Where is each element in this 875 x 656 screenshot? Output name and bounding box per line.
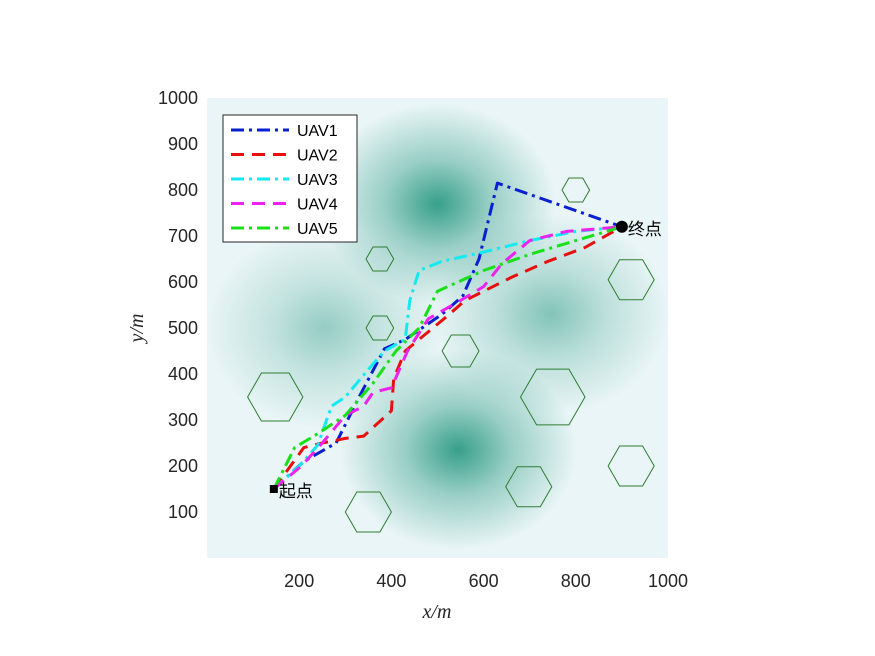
y-tick-label: 700: [168, 226, 198, 246]
legend-box: [222, 114, 358, 243]
x-axis-label: x/m: [422, 601, 452, 623]
goal-marker: [615, 220, 628, 233]
x-tick-label: 200: [284, 571, 314, 591]
y-tick-label: 400: [168, 364, 198, 384]
y-tick-label: 800: [168, 180, 198, 200]
y-tick-label: 900: [168, 134, 198, 154]
obstacle-layer: [247, 177, 655, 533]
obstacle-hexagon: [441, 334, 480, 368]
legend-label-uav4: UAV4: [297, 197, 338, 214]
legend-label-uav1: UAV1: [297, 123, 338, 140]
obstacle-hexagon: [505, 466, 553, 508]
marker-layer: 起点 终点: [269, 220, 662, 502]
start-marker: [269, 485, 278, 493]
path-uav5: [272, 225, 623, 490]
goal-label: 终点: [628, 220, 662, 240]
y-tick-label: 1000: [158, 88, 198, 108]
x-tick-label: 1000: [648, 571, 688, 591]
x-tick-labels: 200 400 600 800 1000: [284, 571, 688, 591]
x-tick-label: 600: [469, 571, 499, 591]
obstacle-hexagon: [247, 372, 304, 422]
path-uav1: [272, 181, 623, 491]
y-tick-label: 500: [168, 318, 198, 338]
obstacle-hexagon: [344, 491, 392, 533]
obstacle-hexagon: [519, 368, 586, 426]
y-tick-label: 200: [168, 456, 198, 476]
y-tick-label: 300: [168, 410, 198, 430]
threat-zone: [207, 228, 443, 428]
path-uav4: [272, 225, 623, 491]
legend-label-uav2: UAV2: [297, 148, 338, 165]
path-layer: [272, 181, 623, 491]
legend: UAV1 UAV2 UAV3 UAV4 UAV5: [222, 114, 358, 243]
x-tick-label: 800: [561, 571, 591, 591]
legend-label-uav3: UAV3: [297, 172, 338, 189]
obstacle-hexagon: [365, 315, 395, 341]
x-tick-label: 400: [376, 571, 406, 591]
threat-zone: [432, 214, 668, 415]
start-label: 起点: [279, 482, 313, 502]
obstacle-hexagon: [561, 177, 591, 203]
threat-layer: [207, 103, 668, 550]
legend-label-uav5: UAV5: [297, 221, 338, 238]
y-tick-label: 600: [168, 272, 198, 292]
obstacle-hexagon: [607, 445, 655, 487]
y-tick-label: 100: [168, 502, 198, 522]
y-axis-label: y/m: [126, 314, 148, 345]
obstacle-hexagon: [365, 246, 395, 272]
path-uav2: [272, 225, 623, 490]
y-tick-labels: 100 200 300 400 500 600 700 800 900 1000: [158, 88, 198, 522]
path-uav3: [272, 225, 623, 491]
obstacle-hexagon: [607, 259, 655, 301]
